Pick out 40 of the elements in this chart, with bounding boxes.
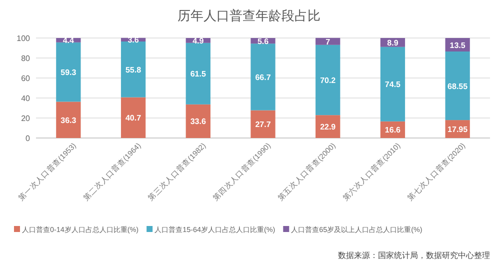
data-label: 59.3: [60, 68, 77, 78]
bar: [186, 104, 210, 138]
bar: [380, 46, 406, 122]
data-label: 22.9: [320, 122, 336, 132]
source-note: 数据来源：国家统计局，数据研究中心整理: [338, 251, 490, 260]
bar: [120, 97, 146, 138]
data-label: 36.3: [60, 116, 77, 125]
data-label: 4.4: [62, 36, 75, 46]
y-tick-label: 40: [21, 94, 31, 103]
data-label: 7: [326, 37, 331, 46]
y-tick-label: 60: [21, 74, 31, 83]
bar: [56, 102, 81, 138]
data-label: 5.6: [257, 36, 270, 46]
data-label: 55.8: [125, 65, 142, 74]
bar: [186, 42, 210, 104]
bar: [316, 38, 340, 45]
data-label: 4.9: [192, 36, 204, 46]
data-label: 68.55: [448, 82, 468, 91]
data-label: 16.6: [384, 126, 402, 135]
data-label: 17.95: [448, 125, 468, 134]
bar: [250, 44, 276, 110]
data-label: 27.7: [255, 120, 272, 130]
data-label: 66.7: [255, 72, 272, 82]
y-tick-label: 80: [21, 54, 31, 63]
y-tick-label: 0: [26, 134, 31, 143]
bar: [316, 44, 340, 116]
bar: [120, 42, 146, 98]
y-tick-label: 20: [21, 114, 31, 123]
data-label: 40.7: [125, 114, 142, 123]
chart-title: 历年人口普查年龄段占比: [178, 8, 320, 23]
data-label: 13.5: [450, 40, 466, 50]
data-label: 33.6: [190, 117, 206, 126]
data-label: 74.5: [384, 80, 402, 90]
bar: [250, 110, 276, 138]
bar: [445, 52, 470, 120]
y-tick-label: 100: [16, 34, 31, 43]
bar: [56, 42, 81, 102]
data-label: 61.5: [190, 70, 206, 79]
data-label: 8.9: [387, 38, 399, 48]
data-label: 70.2: [320, 76, 336, 85]
